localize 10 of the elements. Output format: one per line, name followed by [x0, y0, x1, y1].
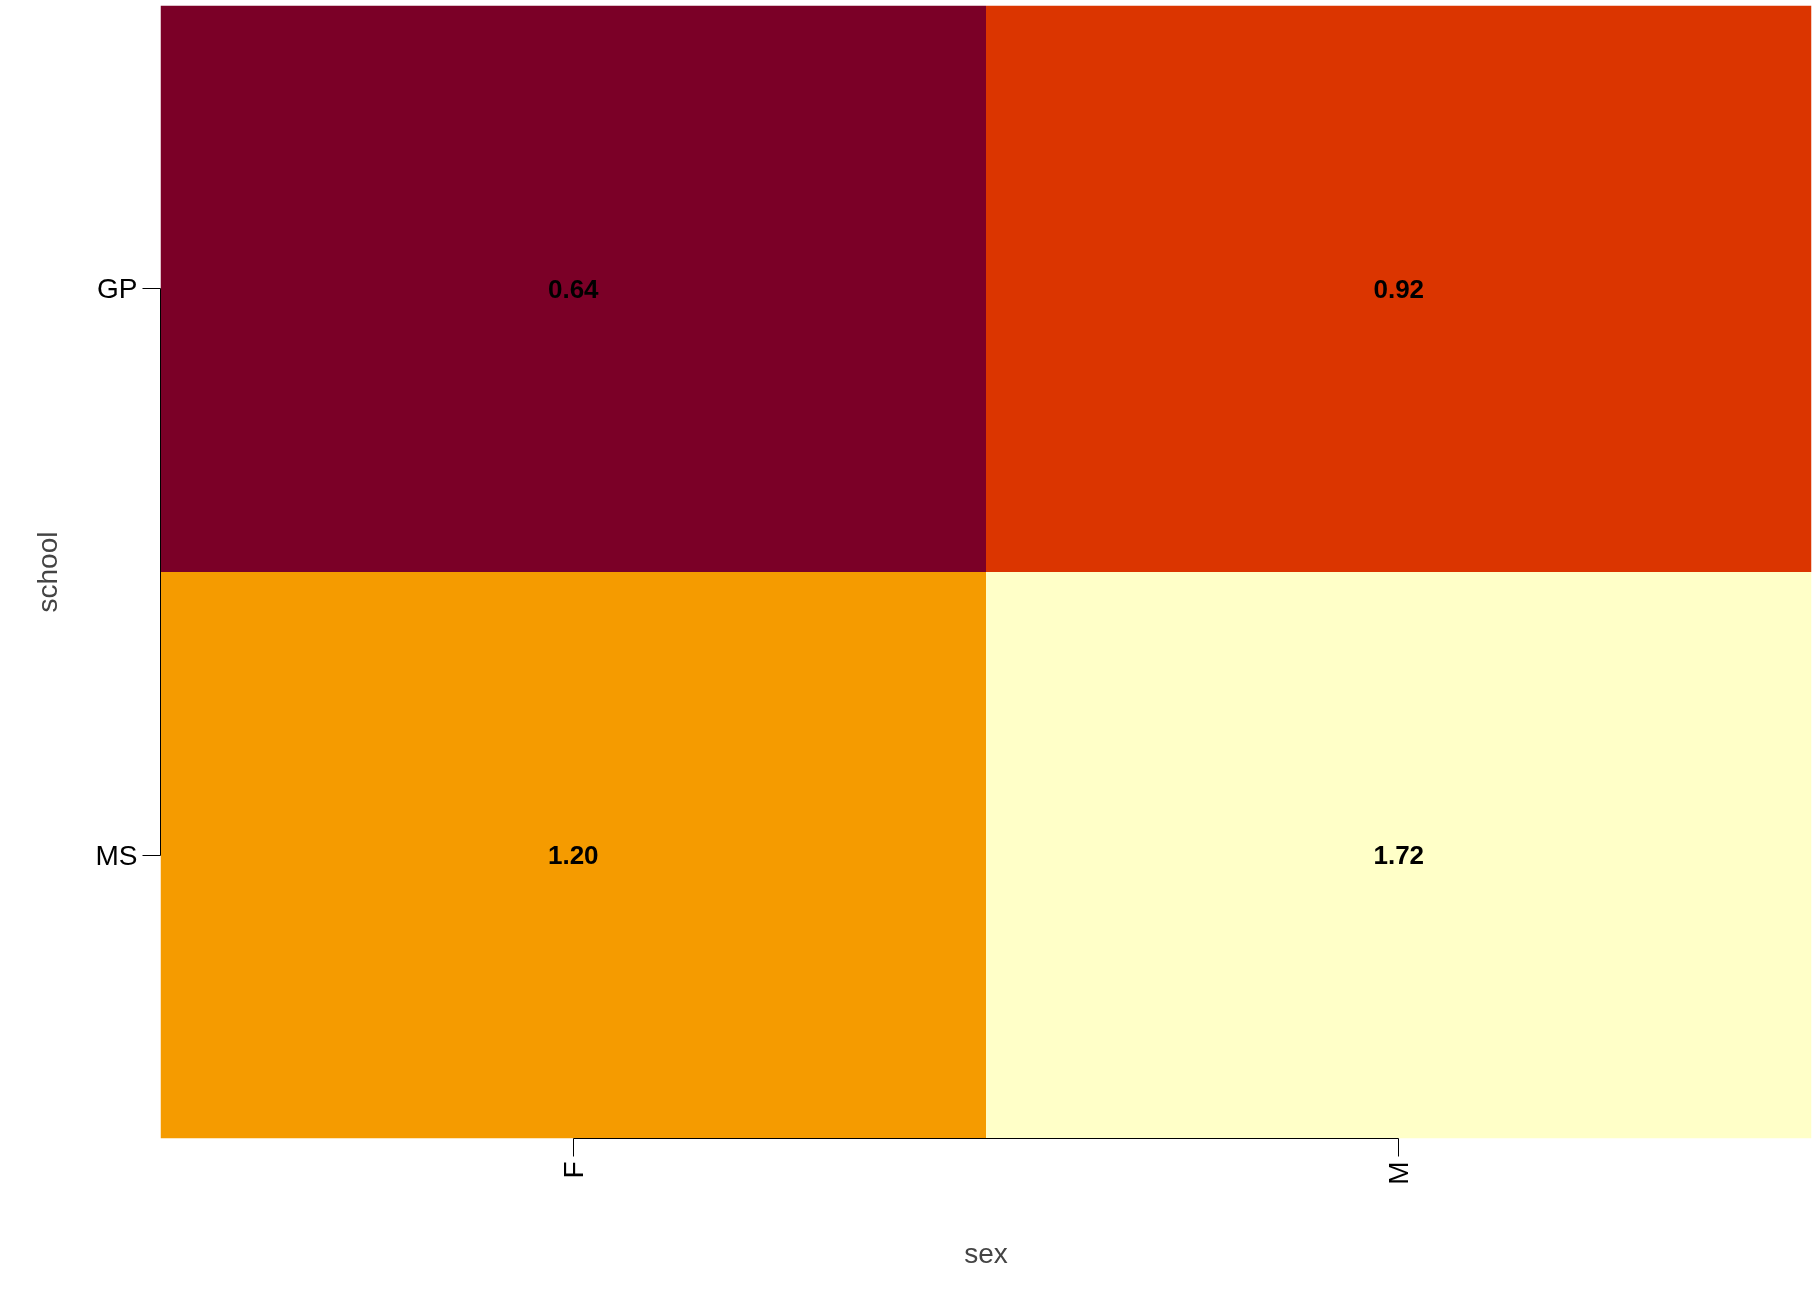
data-label: 1.72	[1373, 840, 1425, 871]
y-axis-title: school	[31, 531, 63, 613]
x-tick-label: F	[557, 1161, 589, 1179]
x-axis-title: sex	[964, 1237, 1008, 1269]
y-tick-label: GP	[97, 273, 138, 305]
data-label: 0.92	[1373, 273, 1425, 304]
data-label: 1.20	[547, 840, 599, 871]
data-label: 0.64	[547, 273, 600, 304]
x-tick-label: M	[1383, 1161, 1415, 1185]
y-tick-label: MS	[95, 839, 138, 871]
